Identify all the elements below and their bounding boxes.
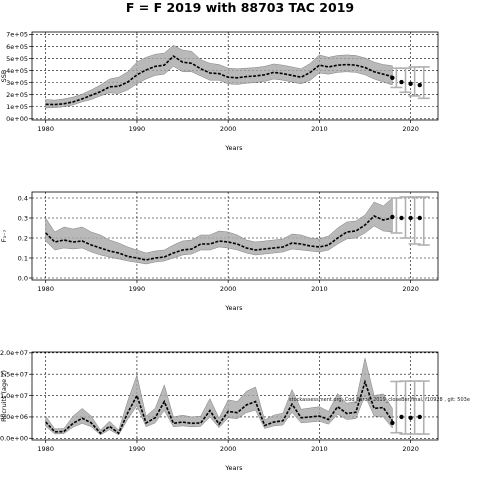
panel-3: 1980 1990 2000 2010 2020 0.0e+00 5.0e+06 1.0e+0…	[0, 349, 439, 472]
forecast-point	[390, 420, 395, 426]
forecast-point	[399, 414, 404, 420]
x-tick-label: 2020	[402, 445, 419, 453]
forecast-errorbar	[399, 380, 412, 435]
confidence-band	[45, 197, 393, 265]
x-tick-label: 2020	[402, 125, 419, 133]
plot-frame	[31, 31, 439, 121]
x-tick-label: 1990	[129, 125, 146, 133]
forecast-point	[417, 215, 422, 221]
y-tick-label: 2e+05	[6, 91, 28, 99]
plot-frame	[31, 351, 439, 441]
y-tick-label: 1e+05	[6, 103, 28, 111]
panel-1: 1980 1990 2000 2010 2020 0e+00 1e+05 2e+05 3e+05…	[0, 31, 439, 152]
x-tick-label: 2000	[220, 125, 237, 133]
x-axis-label: Years	[224, 464, 243, 472]
y-tick-label: 5e+05	[6, 55, 28, 63]
y-tick-label: 0.2	[18, 234, 28, 242]
x-tick-label: 1980	[37, 445, 54, 453]
x-tick-label: 1980	[37, 125, 54, 133]
y-tick-label: 0e+00	[6, 115, 28, 123]
x-tick-label: 1990	[129, 285, 146, 293]
panel-2: 1980 1990 2000 2010 2020 0.0 0.1 0.2 0.3 0.4 Years…	[0, 191, 439, 312]
y-tick-label: 6e+05	[6, 43, 28, 51]
forecast-errorbar	[390, 197, 403, 234]
y-tick-label: 0.1	[18, 254, 28, 262]
x-axis-label: Years	[224, 144, 243, 152]
forecast-point	[408, 81, 413, 87]
x-tick-label: 2010	[311, 445, 328, 453]
forecast-point	[417, 414, 422, 420]
forecast-errorbar	[399, 67, 412, 94]
y-tick-label: 5.0e+06	[0, 413, 28, 421]
estimate-line	[45, 379, 394, 435]
y-tick-label: 2.0e+07	[0, 349, 28, 357]
forecast-point	[408, 215, 413, 221]
forecast-point	[399, 215, 404, 221]
y-tick-label: 1.0e+07	[0, 392, 28, 400]
estimate-line	[45, 215, 393, 261]
forecast-point	[399, 79, 404, 85]
y-axis-label: SSB	[0, 70, 8, 83]
forecast-point	[417, 82, 422, 88]
forecast-point	[390, 214, 395, 220]
source-annotation: stockassessment.org, Cod_Faroe_2019_clos…	[289, 397, 470, 403]
x-tick-label: 1980	[37, 285, 54, 293]
confidence-band	[45, 357, 393, 436]
forecast-point	[390, 75, 395, 81]
y-tick-label: 3e+05	[6, 79, 28, 87]
y-tick-label: 0.4	[18, 194, 28, 202]
y-axis-label: Recruits (age 2)	[0, 370, 8, 422]
y-axis-label: F₃₋₇	[0, 229, 8, 242]
forecast-point	[408, 415, 413, 420]
y-tick-label: 0.0	[18, 274, 28, 282]
forecast-errorbar	[417, 66, 430, 100]
x-tick-label: 2020	[402, 285, 419, 293]
forecast-errorbar	[417, 380, 430, 435]
y-tick-label: 0.0e+00	[0, 435, 28, 443]
y-tick-label: 7e+05	[6, 31, 28, 39]
y-tick-label: 4e+05	[6, 67, 28, 75]
forecast-errorbar	[417, 196, 430, 246]
y-tick-label: 0.3	[18, 214, 28, 222]
x-tick-label: 2000	[220, 445, 237, 453]
x-tick-label: 2010	[311, 285, 328, 293]
chart-title: F = F 2019 with 88703 TAC 2019	[125, 0, 355, 15]
confidence-band	[45, 44, 393, 109]
x-tick-label: 2000	[220, 285, 237, 293]
x-axis-label: Years	[224, 304, 243, 312]
plot-frame	[31, 191, 439, 281]
y-tick-label: 1.5e+07	[0, 371, 28, 379]
estimate-line	[45, 55, 393, 106]
x-tick-label: 2010	[311, 125, 328, 133]
x-tick-label: 1990	[129, 445, 146, 453]
